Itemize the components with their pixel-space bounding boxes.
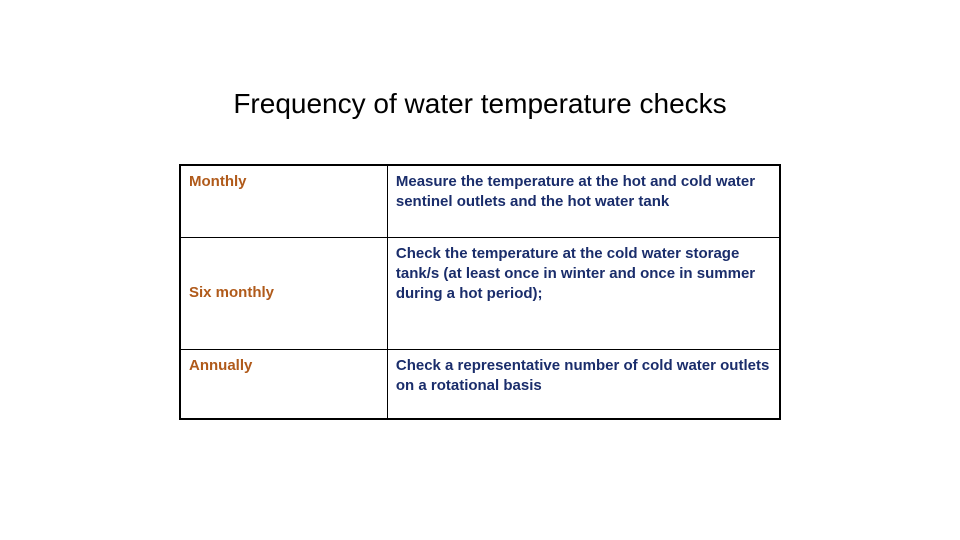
table-row: Monthly Measure the temperature at the h… [180, 165, 780, 237]
cell-frequency: Annually [180, 349, 387, 419]
table-row: Six monthly Check the temperature at the… [180, 237, 780, 349]
cell-action: Check the temperature at the cold water … [387, 237, 780, 349]
cell-action: Check a representative number of cold wa… [387, 349, 780, 419]
cell-frequency: Monthly [180, 165, 387, 237]
page-title: Frequency of water temperature checks [0, 88, 960, 120]
table-row: Annually Check a representative number o… [180, 349, 780, 419]
cell-frequency: Six monthly [180, 237, 387, 349]
cell-action: Measure the temperature at the hot and c… [387, 165, 780, 237]
frequency-table: Monthly Measure the temperature at the h… [179, 164, 781, 420]
